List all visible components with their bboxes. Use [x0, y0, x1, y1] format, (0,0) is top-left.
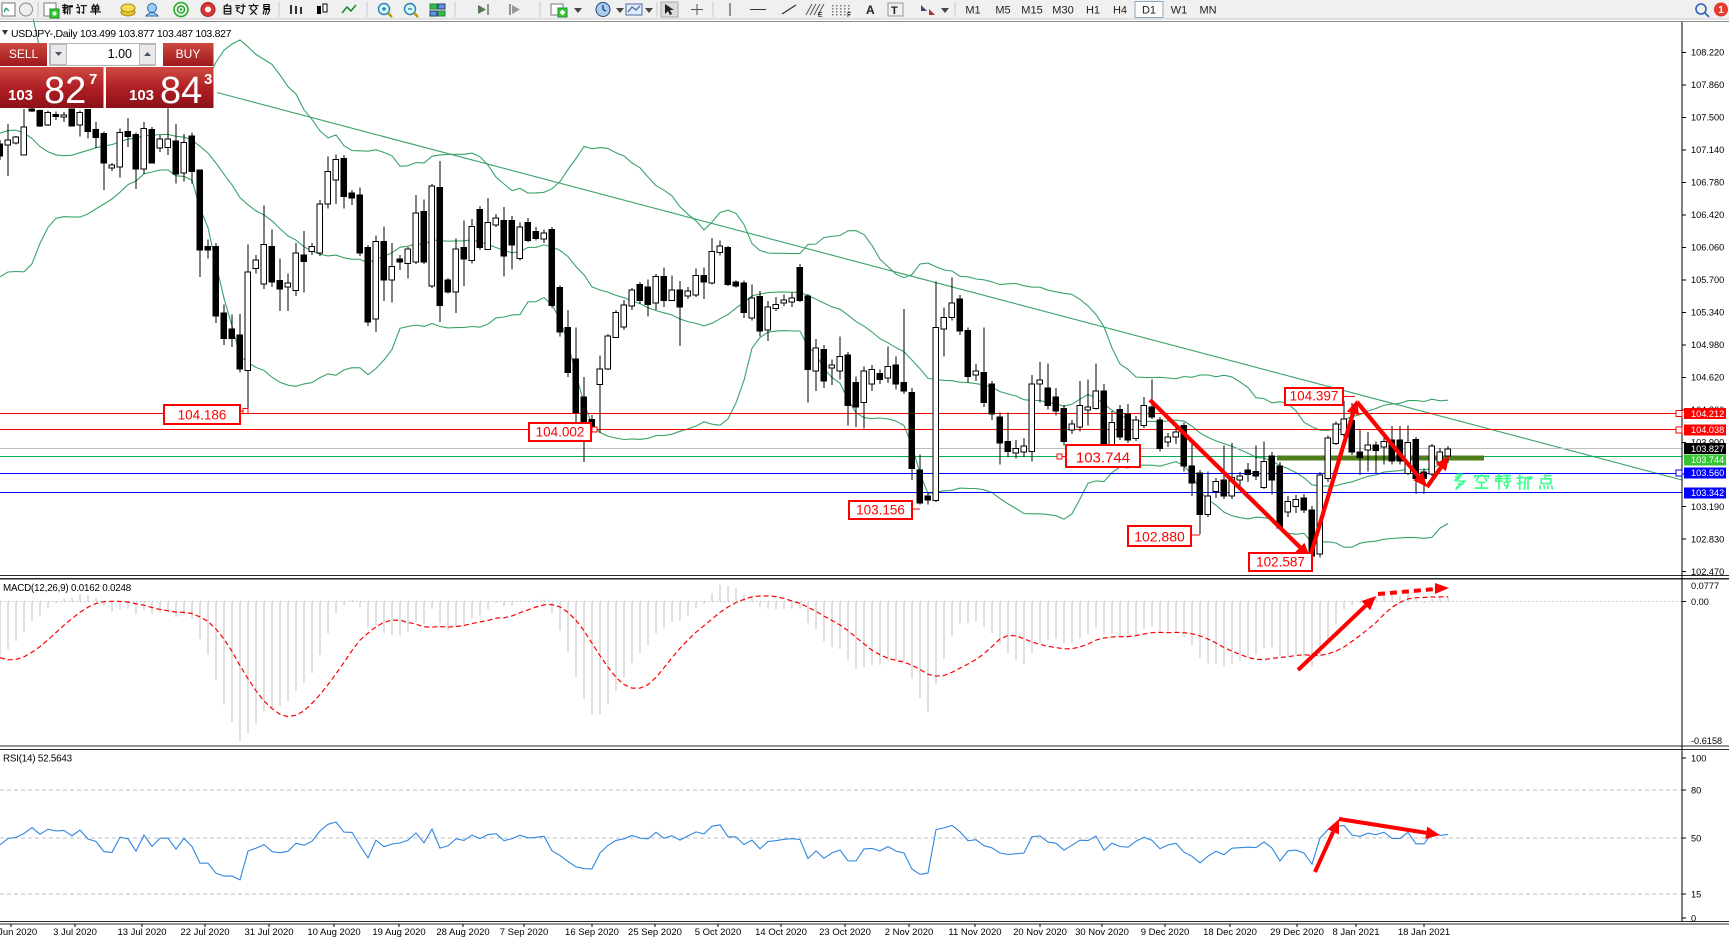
svg-text:3 Jul 2020: 3 Jul 2020	[53, 927, 97, 938]
svg-text:0: 0	[1691, 913, 1696, 923]
svg-text:29 Dec 2020: 29 Dec 2020	[1270, 927, 1324, 938]
svg-text:MACD(12,26,9) 0.0162 0.0248: MACD(12,26,9) 0.0162 0.0248	[3, 583, 132, 594]
svg-text:104.620: 104.620	[1691, 373, 1724, 383]
svg-text:0.00: 0.00	[1691, 597, 1709, 607]
svg-text:31 Jul 2020: 31 Jul 2020	[244, 927, 293, 938]
svg-text:BUY: BUY	[176, 47, 201, 61]
svg-text:19 Aug 2020: 19 Aug 2020	[372, 927, 425, 938]
svg-text:80: 80	[1691, 785, 1701, 795]
svg-text:82: 82	[44, 70, 86, 112]
svg-text:103.900: 103.900	[1691, 438, 1724, 448]
svg-text:-0.6158: -0.6158	[1691, 736, 1722, 746]
svg-text:103.156: 103.156	[856, 503, 905, 518]
svg-text:7 Sep 2020: 7 Sep 2020	[500, 927, 549, 938]
svg-text:105.700: 105.700	[1691, 275, 1724, 285]
svg-text:H4: H4	[1113, 5, 1127, 17]
svg-text:84: 84	[160, 70, 202, 112]
svg-text:103.560: 103.560	[1691, 468, 1724, 478]
svg-text:10 Aug 2020: 10 Aug 2020	[307, 927, 360, 938]
svg-text:1.00: 1.00	[108, 47, 132, 61]
svg-text:102.470: 102.470	[1691, 567, 1724, 577]
svg-text:106.060: 106.060	[1691, 243, 1724, 253]
svg-text:105.340: 105.340	[1691, 308, 1724, 318]
svg-text:13 Jul 2020: 13 Jul 2020	[117, 927, 166, 938]
svg-text:103.744: 103.744	[1076, 450, 1130, 467]
svg-text:104.212: 104.212	[1691, 409, 1724, 419]
svg-text:30 Nov 2020: 30 Nov 2020	[1075, 927, 1129, 938]
svg-text:5 Oct 2020: 5 Oct 2020	[695, 927, 741, 938]
svg-text:H1: H1	[1086, 5, 1100, 17]
svg-text:9 Dec 2020: 9 Dec 2020	[1141, 927, 1190, 938]
svg-text:E: E	[818, 12, 823, 19]
svg-text:107.140: 107.140	[1691, 145, 1724, 155]
svg-text:F: F	[847, 12, 851, 19]
svg-text:3: 3	[204, 71, 212, 88]
svg-text:D1: D1	[1142, 5, 1156, 17]
svg-text:108.220: 108.220	[1691, 48, 1724, 58]
svg-text:103.827: 103.827	[1691, 444, 1724, 454]
svg-text:18 Jan 2021: 18 Jan 2021	[1398, 927, 1450, 938]
svg-text:104.038: 104.038	[1691, 425, 1724, 435]
svg-text:20 Nov 2020: 20 Nov 2020	[1013, 927, 1067, 938]
svg-text:103.190: 103.190	[1691, 502, 1724, 512]
svg-text:23 Oct 2020: 23 Oct 2020	[819, 927, 871, 938]
svg-text:1: 1	[1718, 5, 1724, 16]
svg-text:102.830: 102.830	[1691, 534, 1724, 544]
svg-text:22 Jul 2020: 22 Jul 2020	[180, 927, 229, 938]
svg-text:M30: M30	[1052, 5, 1073, 17]
svg-text:2 Nov 2020: 2 Nov 2020	[885, 927, 934, 938]
svg-text:MN: MN	[1199, 5, 1216, 17]
svg-text:100: 100	[1691, 753, 1706, 763]
svg-text:50: 50	[1691, 833, 1701, 843]
svg-text:106.780: 106.780	[1691, 178, 1724, 188]
svg-text:16 Sep 2020: 16 Sep 2020	[565, 927, 619, 938]
svg-text:A: A	[866, 3, 875, 17]
svg-text:0.0777: 0.0777	[1691, 581, 1719, 591]
svg-text:8 Jan 2021: 8 Jan 2021	[1332, 927, 1379, 938]
svg-text:104.186: 104.186	[178, 408, 227, 423]
svg-text:25 Sep 2020: 25 Sep 2020	[628, 927, 682, 938]
svg-text:103: 103	[8, 87, 33, 104]
svg-text:M15: M15	[1021, 5, 1042, 17]
svg-text:USDJPY-,Daily 103.499 103.877: USDJPY-,Daily 103.499 103.877 103.487 10…	[11, 28, 232, 40]
svg-text:104.002: 104.002	[536, 425, 585, 440]
svg-text:18 Dec 2020: 18 Dec 2020	[1203, 927, 1257, 938]
svg-text:7: 7	[89, 71, 97, 88]
svg-text:W1: W1	[1171, 5, 1188, 17]
svg-text:M1: M1	[965, 5, 980, 17]
svg-text:104.397: 104.397	[1290, 389, 1339, 404]
svg-text:14 Oct 2020: 14 Oct 2020	[755, 927, 807, 938]
svg-text:24 Jun 2020: 24 Jun 2020	[0, 927, 37, 938]
svg-text:28 Aug 2020: 28 Aug 2020	[436, 927, 489, 938]
svg-text:102.587: 102.587	[1256, 555, 1305, 570]
svg-text:T: T	[891, 5, 898, 17]
svg-text:107.500: 107.500	[1691, 113, 1724, 123]
svg-text:106.420: 106.420	[1691, 210, 1724, 220]
svg-text:SELL: SELL	[9, 47, 39, 61]
svg-text:11 Nov 2020: 11 Nov 2020	[948, 927, 1001, 938]
svg-text:107.860: 107.860	[1691, 80, 1724, 90]
svg-text:104.980: 104.980	[1691, 340, 1724, 350]
svg-text:103.342: 103.342	[1691, 488, 1724, 498]
svg-text:103: 103	[129, 87, 154, 104]
svg-text:103.744: 103.744	[1691, 455, 1724, 465]
svg-text:M5: M5	[995, 5, 1010, 17]
svg-text:15: 15	[1691, 889, 1701, 899]
svg-text:RSI(14) 52.5643: RSI(14) 52.5643	[3, 754, 73, 765]
svg-text:102.880: 102.880	[1134, 529, 1185, 545]
